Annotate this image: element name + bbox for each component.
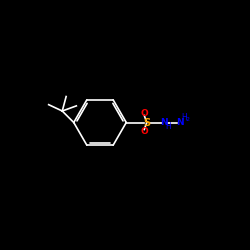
Text: O: O [140,108,148,118]
Text: H: H [181,113,187,122]
Text: 2: 2 [185,117,189,122]
Text: H: H [166,122,171,131]
Text: N: N [176,118,184,127]
Text: N: N [160,118,168,127]
Text: O: O [140,128,148,136]
Text: S: S [143,118,150,128]
